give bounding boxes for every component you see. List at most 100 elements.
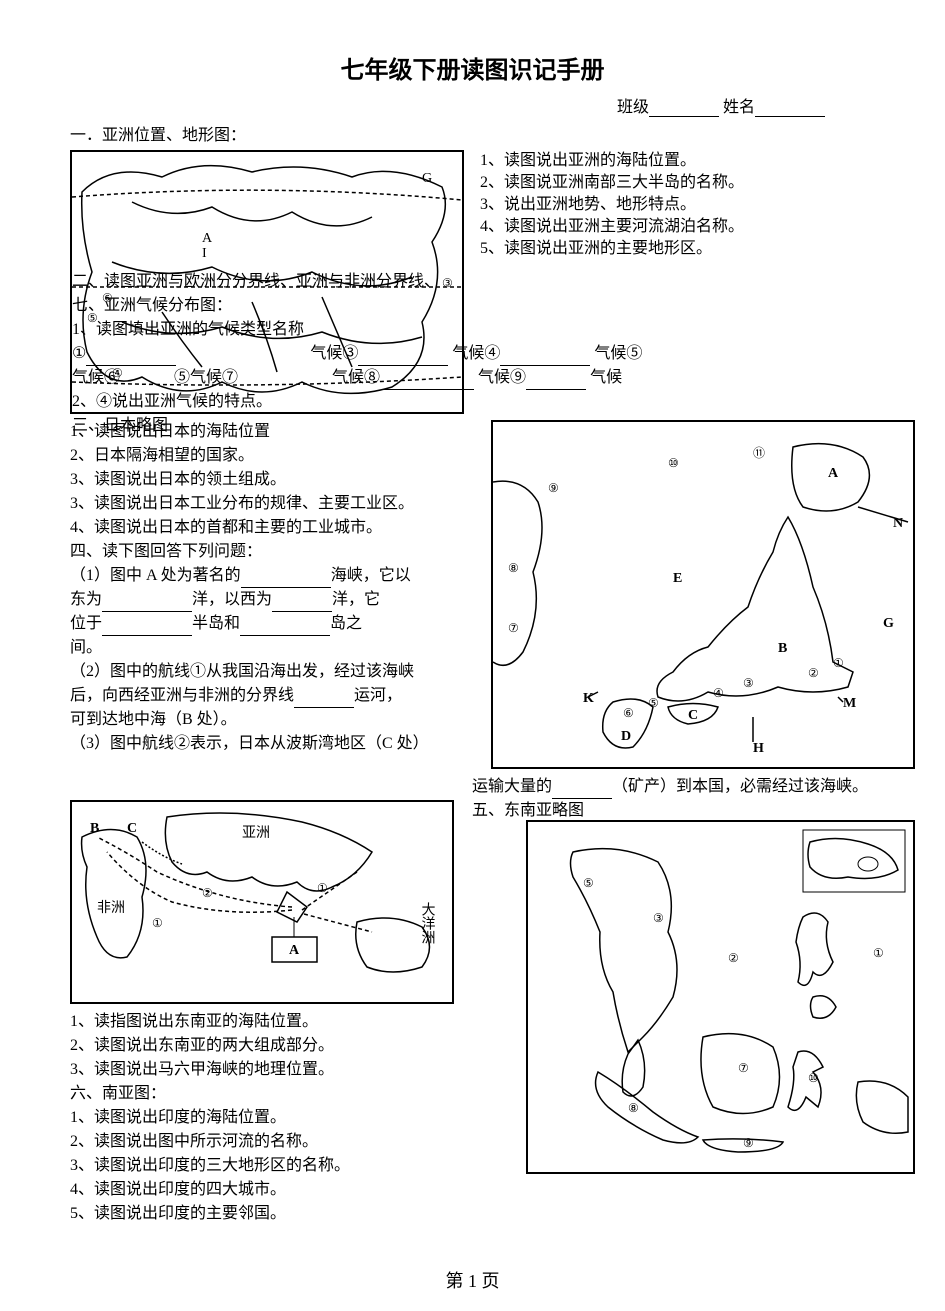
- blank-strait[interactable]: [241, 569, 331, 588]
- page-title: 七年级下册读图识记手册: [70, 50, 875, 85]
- s3-p2-line3: 可到达地中海（B 处）。: [70, 708, 470, 732]
- s2-l3: 1、读图填出亚洲的气候类型名称: [72, 318, 892, 342]
- s2-l6: 2、④说出亚洲气候的特点。: [72, 390, 892, 414]
- blank-c1[interactable]: [86, 347, 176, 366]
- section1-heading: 一．亚洲位置、地形图：: [70, 121, 875, 145]
- blank-mineral[interactable]: [552, 780, 612, 799]
- jp-c10: ⑩: [668, 456, 679, 470]
- blank-island[interactable]: [240, 617, 330, 636]
- sea-c1: ①: [873, 946, 884, 960]
- s6-q1: 1、读图说出印度的海陆位置。: [70, 1106, 490, 1130]
- s2-cl3: 气候③: [310, 345, 358, 362]
- s2-cl: 气候: [590, 369, 622, 386]
- blank-canal[interactable]: [294, 689, 354, 708]
- rt-oceania: 大洋洲: [420, 902, 436, 944]
- sea-c10: ⑩: [808, 1071, 819, 1085]
- asia-map-label-g: G: [422, 171, 432, 186]
- jp-E: E: [673, 571, 682, 586]
- blank-c4[interactable]: [500, 347, 590, 366]
- s2-l7: 三、日本略图: [72, 414, 892, 438]
- s2-l4: ① 气候③ 气候④ 气候⑤: [72, 342, 892, 366]
- s3-p1-line1: （1）图中 A 处为著名的海峡，它以: [70, 564, 470, 588]
- class-blank[interactable]: [649, 98, 719, 117]
- blank-west[interactable]: [272, 593, 332, 612]
- rt-c2: ②: [202, 886, 213, 900]
- rt-c1b: ①: [317, 881, 328, 895]
- jp-c1: ①: [833, 656, 844, 670]
- rt-c1: ①: [152, 916, 163, 930]
- jp-c8: ⑧: [508, 561, 519, 575]
- s2-l5: 气候⑥ ⑤气候⑦ 气候⑧ 气候⑨ 气候: [72, 366, 892, 390]
- s2-l5-mid: ⑤气候⑦: [174, 369, 238, 386]
- mr-l1a: 运输大量的: [472, 778, 552, 795]
- class-label: 班级: [617, 99, 649, 116]
- s3-sec4: 四、读下图回答下列问题：: [70, 540, 470, 564]
- section3-block: 1、读图说出日本的海陆位置 2、日本隔海相望的国家。 3、读图说出日本的领土组成…: [70, 420, 470, 756]
- student-info: 班级 姓名: [70, 93, 875, 117]
- sea-c2: ②: [728, 951, 739, 965]
- jp-c9: ⑨: [548, 481, 559, 495]
- sea-map: ① ② ③ ⑤ ⑦ ⑧ ⑨ ⑩: [526, 820, 915, 1174]
- page-footer: 第 1 页: [0, 1267, 945, 1293]
- s3-p1e: 洋，它: [332, 591, 380, 608]
- page: 七年级下册读图识记手册 班级 姓名 一．亚洲位置、地形图： G A I ③ ④ …: [0, 0, 945, 1311]
- s2-l5-end: 气候⑧: [332, 369, 380, 386]
- mid-right-text: 运输大量的（矿产）到本国，必需经过该海峡。 五、东南亚略图: [472, 775, 892, 823]
- s3-q3b: 3、读图说出日本工业分布的规律、主要工业区。: [70, 492, 470, 516]
- s3-q4: 4、读图说出日本的首都和主要的工业城市。: [70, 516, 470, 540]
- s3-p1-line3: 位于 半岛和 岛之: [70, 612, 470, 636]
- mr-l1b: （矿产）到本国，必需经过该海峡。: [612, 778, 868, 795]
- s5-q3: 3、读图说出马六甲海峡的地理位置。: [70, 1058, 490, 1082]
- s2-l1: 二、读图亚洲与欧洲分分界线、亚洲与非洲分界线、: [72, 270, 892, 294]
- rt-B: B: [90, 821, 99, 836]
- s5-q1: 1、读指图说出东南亚的海陆位置。: [70, 1010, 490, 1034]
- jp-c7: ⑦: [508, 621, 519, 635]
- blank-c8[interactable]: [384, 371, 474, 390]
- asia-map-label-i: I: [202, 246, 207, 261]
- blank-east[interactable]: [102, 593, 192, 612]
- jp-H: H: [753, 741, 764, 756]
- blank-c9[interactable]: [526, 371, 586, 390]
- rt-asia: 亚洲: [242, 826, 270, 841]
- s3-p1g: 半岛和: [192, 615, 240, 632]
- s3-p1h: 岛之: [330, 615, 362, 632]
- s3-p1-line4: 间。: [70, 636, 470, 660]
- jp-K: K: [583, 691, 594, 706]
- s2-cl4: 气候④: [452, 345, 500, 362]
- blank-pen[interactable]: [102, 617, 192, 636]
- s6-q4: 4、读图说出印度的四大城市。: [70, 1178, 490, 1202]
- s3-p1f: 位于: [70, 615, 102, 632]
- name-label: 姓名: [723, 99, 755, 116]
- s3-p3: （3）图中航线②表示，日本从波斯湾地区（C 处）: [70, 732, 470, 756]
- s3-p1c: 东为: [70, 591, 102, 608]
- rt-africa: 非洲: [97, 900, 125, 916]
- section1-questions: 1、读图说出亚洲的海陆位置。 2、读图说亚洲南部三大半岛的名称。 3、说出亚洲地…: [480, 150, 880, 260]
- jp-c11: ⑪: [753, 446, 765, 460]
- s1-q1: 1、读图说出亚洲的海陆位置。: [480, 150, 880, 172]
- jp-G: G: [883, 616, 894, 631]
- s2-cl9: 气候⑨: [478, 369, 526, 386]
- s3-p2-line2: 后，向西经亚洲与非洲的分界线运河，: [70, 684, 470, 708]
- jp-c2: ②: [808, 666, 819, 680]
- sea-c7: ⑦: [738, 1061, 749, 1075]
- s3-p1b: 海峡，它以: [331, 567, 411, 584]
- s2-cl5: 气候⑤: [594, 345, 642, 362]
- s6-q2: 2、读图说出图中所示河流的名称。: [70, 1130, 490, 1154]
- name-blank[interactable]: [755, 98, 825, 117]
- jp-N: N: [893, 516, 903, 531]
- s1-q2: 2、读图说亚洲南部三大半岛的名称。: [480, 172, 880, 194]
- s3-p1-line2: 东为 洋，以西为 洋，它: [70, 588, 470, 612]
- sea-c9: ⑨: [743, 1136, 754, 1150]
- s5-q2: 2、读图说出东南亚的两大组成部分。: [70, 1034, 490, 1058]
- s3-p1d: 洋，以西为: [192, 591, 272, 608]
- s1-q5: 5、读图说出亚洲的主要地形区。: [480, 238, 880, 260]
- jp-M: M: [843, 696, 856, 711]
- jp-c6: ⑥: [623, 706, 634, 720]
- jp-B: B: [778, 641, 787, 656]
- section2-overlay: 二、读图亚洲与欧洲分分界线、亚洲与非洲分界线、 七、亚洲气候分布图： 1、读图填…: [72, 270, 892, 438]
- blank-c3[interactable]: [358, 347, 448, 366]
- japan-map: A B C D E G H K M N ① ② ③ ④ ⑤ ⑥ ⑦ ⑧ ⑨ ⑩ …: [491, 420, 915, 769]
- s5-sec6: 六、南亚图：: [70, 1082, 490, 1106]
- jp-D: D: [621, 729, 631, 744]
- jp-c5: ⑤: [648, 696, 659, 710]
